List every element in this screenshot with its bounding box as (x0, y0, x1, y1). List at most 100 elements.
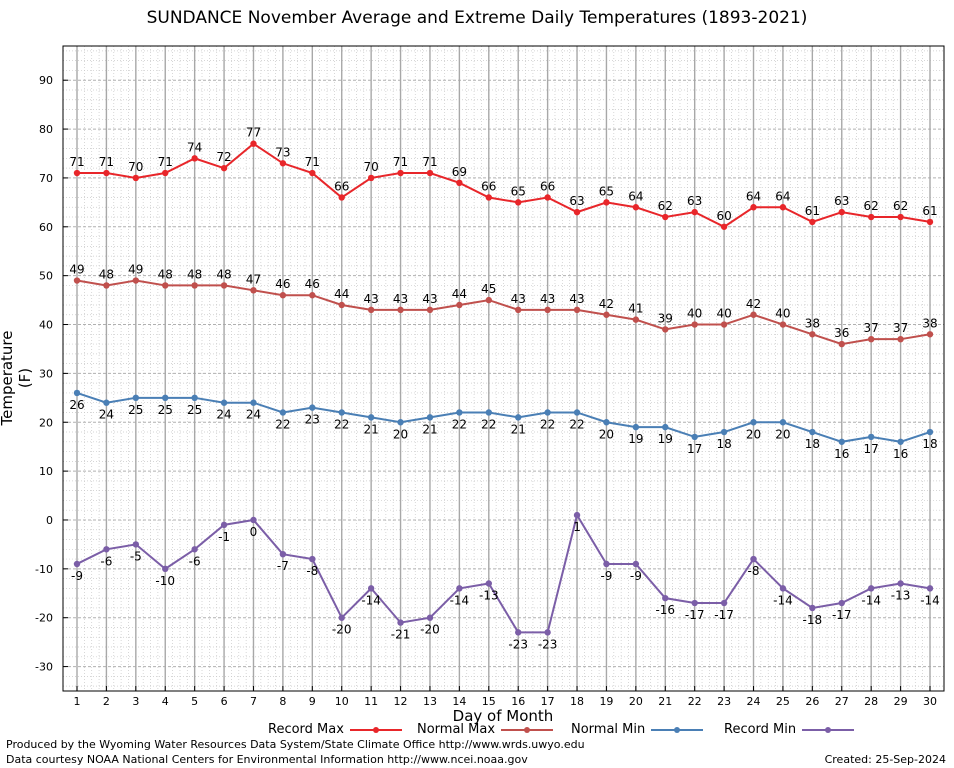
data-point-normal-min (838, 438, 845, 445)
data-label-normal-min: 22 (334, 417, 349, 431)
data-point-normal-min (867, 433, 875, 441)
data-point-record-min (250, 516, 257, 524)
x-axis-label: Day of Month (452, 707, 554, 725)
data-point-record-min (73, 560, 81, 568)
legend-swatch-normal-min (651, 726, 704, 733)
data-point-record-max (720, 223, 728, 230)
series-line-normal-max (76, 279, 931, 346)
data-point-normal-min (485, 409, 492, 416)
data-point-record-min (603, 560, 610, 568)
data-label-normal-max: 48 (187, 267, 202, 281)
data-label-record-max: 71 (422, 155, 437, 169)
data-label-record-min: -23 (508, 637, 528, 651)
data-label-normal-max: 40 (687, 307, 702, 321)
data-point-record-max (397, 169, 404, 177)
legend-swatch-record-max (349, 726, 402, 733)
y-tick-label: 60 (39, 221, 53, 234)
data-point-record-min (191, 546, 198, 553)
data-point-normal-max (867, 335, 875, 343)
data-point-normal-max (662, 326, 669, 333)
y-tick-label: 10 (39, 465, 53, 478)
data-label-record-max: 77 (246, 126, 261, 140)
data-label-record-max: 73 (275, 145, 290, 159)
x-tick-label: 24 (747, 695, 761, 708)
data-point-record-min (809, 604, 816, 612)
data-label-normal-min: 22 (569, 417, 584, 431)
data-point-record-max (191, 155, 198, 162)
data-point-normal-max (132, 277, 140, 284)
data-label-normal-max: 48 (99, 267, 114, 281)
data-point-normal-min (426, 414, 434, 421)
data-label-record-max: 64 (628, 189, 643, 203)
x-tick-label: 5 (191, 695, 198, 708)
x-tick-label: 7 (250, 695, 257, 708)
data-label-normal-min: 17 (864, 442, 879, 456)
data-label-record-min: -9 (71, 569, 83, 583)
data-point-record-min (103, 546, 110, 553)
data-label-record-max: 61 (922, 204, 937, 218)
data-label-record-min: -6 (100, 554, 112, 568)
x-tick-label: 4 (162, 695, 169, 708)
data-label-normal-max: 37 (893, 321, 908, 335)
data-point-record-max (662, 213, 669, 221)
data-point-record-max (779, 204, 787, 211)
data-point-record-max (691, 208, 698, 216)
data-point-normal-min (367, 414, 375, 421)
data-label-record-max: 64 (775, 189, 790, 203)
data-point-record-max (515, 199, 522, 206)
data-point-normal-max (426, 306, 434, 314)
data-label-record-min: -18 (803, 613, 823, 627)
data-label-normal-max: 47 (246, 272, 261, 286)
data-point-normal-min (338, 409, 345, 416)
data-label-normal-max: 40 (775, 307, 790, 321)
data-label-normal-max: 41 (628, 302, 643, 316)
data-label-normal-max: 48 (216, 267, 231, 281)
x-tick-label: 21 (658, 695, 672, 708)
data-label-record-min: -13 (891, 589, 911, 603)
data-point-record-max (632, 204, 640, 211)
x-tick-label: 6 (221, 695, 228, 708)
data-point-record-max (367, 174, 375, 182)
x-tick-label: 10 (335, 695, 349, 708)
data-point-normal-max (250, 287, 257, 294)
data-label-record-max: 65 (599, 184, 614, 198)
chart-legend: Record Max Normal Max Normal Min Record … (0, 722, 954, 740)
y-tick-label: 70 (39, 172, 53, 185)
data-label-normal-min: 18 (805, 437, 820, 451)
data-label-record-min: -8 (748, 564, 760, 578)
data-point-normal-max (897, 335, 904, 343)
series-line-normal-min (76, 391, 931, 443)
data-point-normal-max (809, 331, 816, 338)
data-point-record-min (867, 585, 875, 592)
data-point-record-max (573, 208, 581, 216)
data-label-normal-min: 24 (246, 408, 261, 422)
data-label-normal-min: 20 (775, 427, 790, 441)
data-label-record-max: 71 (393, 155, 408, 169)
data-point-normal-min (750, 419, 757, 426)
data-label-record-min: -1 (218, 530, 230, 544)
data-point-normal-min (309, 404, 316, 411)
data-label-record-max: 62 (893, 199, 908, 213)
data-point-record-min (132, 541, 140, 548)
data-point-record-max (73, 169, 81, 177)
data-point-record-min (632, 560, 640, 568)
data-point-record-min (662, 594, 669, 602)
data-point-record-max (809, 218, 816, 226)
data-label-normal-min: 24 (216, 408, 231, 422)
data-point-record-min (485, 580, 492, 587)
data-point-normal-min (132, 394, 140, 402)
data-point-normal-min (809, 428, 816, 436)
data-point-record-max (309, 169, 316, 177)
y-tick-label: 40 (39, 319, 53, 332)
data-point-record-min (897, 580, 904, 587)
data-label-normal-max: 43 (363, 292, 378, 306)
x-tick-label: 11 (364, 695, 378, 708)
data-point-record-min (720, 599, 728, 607)
data-label-record-min: -17 (685, 608, 705, 622)
data-label-normal-max: 36 (834, 326, 849, 340)
data-label-normal-min: 19 (658, 432, 673, 446)
data-label-record-min: -6 (189, 554, 201, 568)
y-tick-label: 30 (39, 367, 53, 380)
footer-created: Created: 25-Sep-2024 (824, 753, 946, 766)
legend-swatch-normal-max (501, 726, 554, 733)
